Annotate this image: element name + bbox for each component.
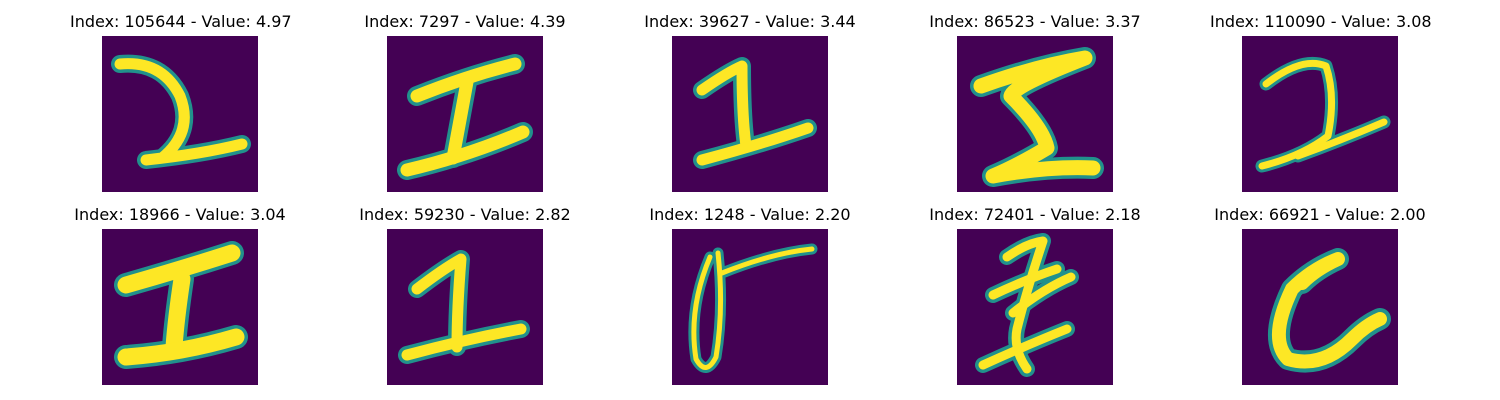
- panel-title: Index: 110090 - Value: 3.08: [1210, 12, 1430, 31]
- digit-image: [387, 36, 543, 192]
- digit-image: [102, 36, 258, 192]
- digit-image: [1242, 36, 1398, 192]
- digit-image: [672, 229, 828, 385]
- panel-title: Index: 66921 - Value: 2.00: [1210, 205, 1430, 224]
- digit-image: [957, 229, 1113, 385]
- panel-title: Index: 1248 - Value: 2.20: [640, 205, 860, 224]
- panel-title: Index: 39627 - Value: 3.44: [640, 12, 860, 31]
- digit-image: [102, 229, 258, 385]
- panel-title: Index: 7297 - Value: 4.39: [355, 12, 575, 31]
- panel-title: Index: 59230 - Value: 2.82: [355, 205, 575, 224]
- panel-title: Index: 72401 - Value: 2.18: [925, 205, 1145, 224]
- panel-title: Index: 18966 - Value: 3.04: [70, 205, 290, 224]
- digit-image: [387, 229, 543, 385]
- panel-title: Index: 86523 - Value: 3.37: [925, 12, 1145, 31]
- digit-image: [957, 36, 1113, 192]
- panel-title: Index: 105644 - Value: 4.97: [70, 12, 290, 31]
- digit-image: [672, 36, 828, 192]
- digit-image: [1242, 229, 1398, 385]
